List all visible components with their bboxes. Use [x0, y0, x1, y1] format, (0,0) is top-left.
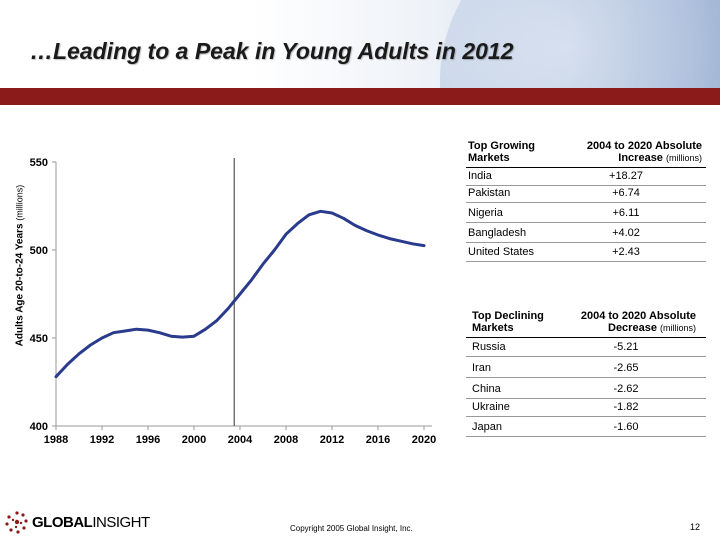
declining-header-right-text: 2004 to 2020 Absolute Decrease: [580, 310, 696, 334]
growing-row-value: +6.74: [612, 187, 640, 199]
declining-header-left: Top Declining Markets: [472, 310, 544, 334]
declining-row-rule: [466, 398, 706, 399]
global-insight-logo: GLOBALINSIGHT: [4, 508, 184, 536]
growing-row-name: Nigeria: [468, 207, 503, 219]
growing-row-rule: [466, 185, 706, 186]
growing-row-name: India: [468, 170, 492, 182]
declining-row-value: -2.62: [613, 383, 639, 395]
growing-row-rule: [466, 261, 706, 262]
declining-row-name: Japan: [472, 421, 502, 433]
growing-header-left: Top Growing Markets: [468, 140, 536, 164]
growing-row-value: +2.43: [612, 246, 640, 258]
x-tick-label: 2008: [274, 434, 298, 446]
declining-row-rule: [466, 436, 706, 437]
growing-row-rule: [466, 222, 706, 223]
declining-row-rule: [466, 377, 706, 378]
x-tick-label: 1988: [44, 434, 68, 446]
slide-title: …Leading to a Peak in Young Adults in 20…: [30, 38, 514, 64]
copyright-text: Copyright 2005 Global Insight, Inc.: [290, 524, 413, 533]
growing-row-name: Bangladesh: [468, 227, 527, 239]
declining-row-rule: [466, 356, 706, 357]
y-tick-label: 500: [30, 245, 48, 257]
growing-markets-table: Top Growing Markets 2004 to 2020 Absolut…: [466, 140, 706, 270]
declining-row-value: -1.82: [613, 401, 639, 413]
declining-row-name: Iran: [472, 362, 491, 374]
growing-row-name: United States: [468, 246, 535, 258]
accent-bar: [0, 88, 720, 105]
declining-row-name: China: [472, 383, 501, 395]
growing-row-rule: [466, 202, 706, 203]
declining-row-rule: [466, 416, 706, 417]
y-tick-label: 550: [30, 157, 48, 169]
growing-row-value: +6.11: [612, 207, 640, 219]
declining-row-name: Ukraine: [472, 401, 510, 413]
declining-row-value: -2.65: [613, 362, 639, 374]
y-axis-label-text: Adults Age 20-to-24 Years: [14, 223, 26, 347]
y-tick-label: 450: [30, 333, 48, 345]
declining-row-value: -1.60: [613, 421, 639, 433]
growing-header-unit: (millions): [666, 153, 702, 163]
x-tick-label: 2012: [320, 434, 344, 446]
x-tick-label: 1996: [136, 434, 160, 446]
growing-header-rule: [466, 167, 706, 168]
declining-markets-table: Top Declining Markets 2004 to 2020 Absol…: [466, 310, 706, 440]
y-axis-label-unit: (millions): [14, 184, 25, 221]
growing-row-value: +4.02: [612, 227, 640, 239]
page-number: 12: [690, 522, 701, 532]
y-axis-label: Adults Age 20-to-24 Years (millions): [15, 136, 26, 396]
y-tick-label: 400: [30, 421, 48, 433]
growing-row-value: +18.27: [609, 170, 643, 182]
x-tick-label: 1992: [90, 434, 114, 446]
growing-header-right: 2004 to 2020 Absolute Increase (millions…: [566, 140, 702, 164]
x-tick-label: 2020: [412, 434, 436, 446]
x-tick-label: 2004: [228, 434, 253, 446]
growing-row-name: Pakistan: [468, 187, 511, 199]
growing-header-right-text: 2004 to 2020 Absolute Increase: [586, 140, 702, 164]
line-chart: Adults Age 20-to-24 Years (millions) 550…: [0, 140, 450, 460]
x-tick-label: 2000: [182, 434, 206, 446]
header-background: [0, 0, 720, 88]
growing-row-rule: [466, 242, 706, 243]
declining-header-right: 2004 to 2020 Absolute Decrease (millions…: [562, 310, 696, 334]
logo-word-insight: INSIGHT: [92, 514, 150, 531]
globe-decoration: [440, 0, 720, 88]
declining-row-name: Russia: [472, 341, 506, 353]
declining-header-rule: [466, 337, 706, 338]
logo-mark-icon: [5, 511, 28, 534]
declining-header-unit: (millions): [660, 323, 696, 333]
logo-wordmark: GLOBALINSIGHT: [32, 514, 150, 531]
logo-word-global: GLOBAL: [32, 514, 93, 531]
x-tick-label: 2016: [366, 434, 390, 446]
declining-row-value: -5.21: [613, 341, 639, 353]
